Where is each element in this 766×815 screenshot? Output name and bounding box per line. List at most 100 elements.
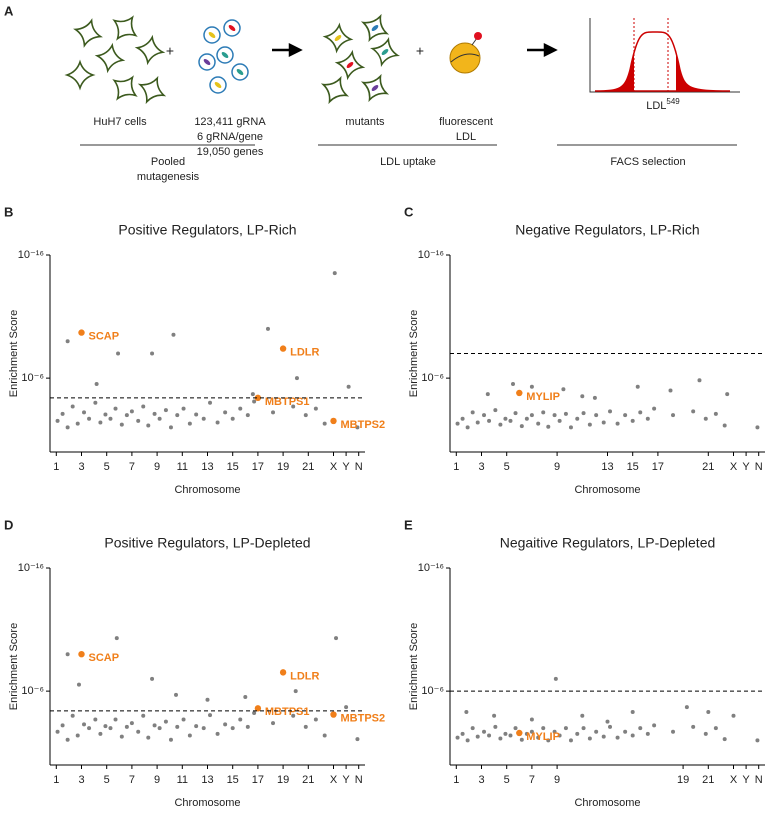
point — [141, 713, 146, 718]
point — [129, 409, 134, 414]
gene-label: MYLIP — [526, 731, 560, 743]
point — [608, 409, 613, 414]
point — [116, 351, 121, 356]
point — [605, 719, 610, 724]
x-tick-label: 3 — [78, 461, 84, 473]
point — [465, 738, 470, 743]
point — [87, 726, 92, 731]
x-tick-label: N — [755, 461, 763, 473]
x-tick-label: Y — [342, 774, 350, 786]
point — [691, 724, 696, 729]
ldl-ball — [449, 42, 481, 74]
y-tick-label: 10⁻¹⁶ — [18, 249, 44, 261]
point — [94, 381, 99, 386]
cell-star — [320, 75, 350, 105]
point — [485, 392, 490, 397]
mutant-grna — [381, 49, 389, 55]
x-tick-label: 9 — [154, 461, 160, 473]
point — [75, 733, 80, 738]
cell-star — [112, 75, 138, 101]
point — [208, 713, 213, 718]
step-label: HuH7 cells — [93, 116, 147, 128]
point — [60, 723, 65, 728]
point — [215, 731, 220, 736]
point — [561, 387, 566, 392]
y-axis-label: Enrichment Score — [8, 623, 20, 710]
point — [529, 729, 534, 734]
point — [475, 734, 480, 739]
point — [503, 416, 508, 421]
x-tick-label: 3 — [478, 461, 484, 473]
x-tick-label: N — [355, 774, 363, 786]
point — [524, 416, 529, 421]
point — [119, 734, 124, 739]
point — [575, 731, 580, 736]
point — [355, 737, 360, 742]
point — [238, 406, 243, 411]
point — [230, 416, 235, 421]
grna-vector — [216, 46, 234, 64]
highlight-point — [78, 329, 85, 336]
point — [223, 410, 228, 415]
y-axis-label: Enrichment Score — [408, 623, 420, 710]
point — [652, 723, 657, 728]
point — [630, 733, 635, 738]
point — [557, 733, 562, 738]
point — [465, 425, 470, 430]
x-tick-label: X — [730, 774, 738, 786]
point — [541, 410, 546, 415]
x-tick-label: 21 — [702, 774, 714, 786]
point — [460, 416, 465, 421]
x-tick-label: 15 — [227, 461, 239, 473]
mutant-grna — [334, 35, 342, 41]
mutant-grna — [346, 62, 354, 68]
point — [108, 726, 113, 731]
point — [503, 731, 508, 736]
point — [623, 413, 628, 418]
point — [623, 729, 628, 734]
point — [205, 697, 210, 702]
x-tick-label: 21 — [302, 774, 314, 786]
panel-a: A HuH7 cells + 123,411 gRNA 6 gRNA/gene … — [4, 3, 740, 183]
point — [524, 731, 529, 736]
arrow-head — [288, 42, 303, 58]
y-tick-label: 10⁻¹⁶ — [418, 249, 444, 261]
cell-star — [64, 59, 96, 91]
x-tick-label: 19 — [277, 461, 289, 473]
point — [293, 689, 298, 694]
point — [492, 713, 497, 718]
x-tick-label: 13 — [201, 774, 213, 786]
point — [103, 412, 108, 417]
grna — [208, 32, 216, 38]
x-tick-label: 1 — [453, 774, 459, 786]
x-tick-label: 3 — [478, 774, 484, 786]
facs-gate-low — [595, 50, 634, 91]
x-tick-label: 9 — [554, 461, 560, 473]
point — [65, 652, 70, 657]
grna-vector — [198, 53, 216, 71]
gene-label: LDLR — [290, 670, 319, 682]
point — [168, 425, 173, 430]
point — [498, 736, 503, 741]
gene-label: SCAP — [89, 652, 120, 664]
cell-star — [112, 15, 138, 41]
point — [713, 411, 718, 416]
chart-title: Negaitive Regulators, LP-Depleted — [500, 535, 716, 551]
step-label: 19,050 genes — [197, 146, 264, 158]
group-label: mutagenesis — [137, 171, 200, 183]
x-tick-label: 7 — [529, 774, 535, 786]
point — [98, 420, 103, 425]
point — [557, 418, 562, 423]
point — [113, 406, 118, 411]
point — [568, 425, 573, 430]
highlight-point — [279, 345, 287, 352]
group-label: FACS selection — [610, 156, 685, 168]
point — [529, 384, 534, 389]
point — [630, 418, 635, 423]
mutant-grna — [371, 85, 379, 91]
point — [475, 420, 480, 425]
point — [332, 271, 337, 276]
chart-title: Positive Regulators, LP-Rich — [118, 222, 296, 238]
point — [252, 399, 257, 404]
point — [150, 676, 155, 681]
